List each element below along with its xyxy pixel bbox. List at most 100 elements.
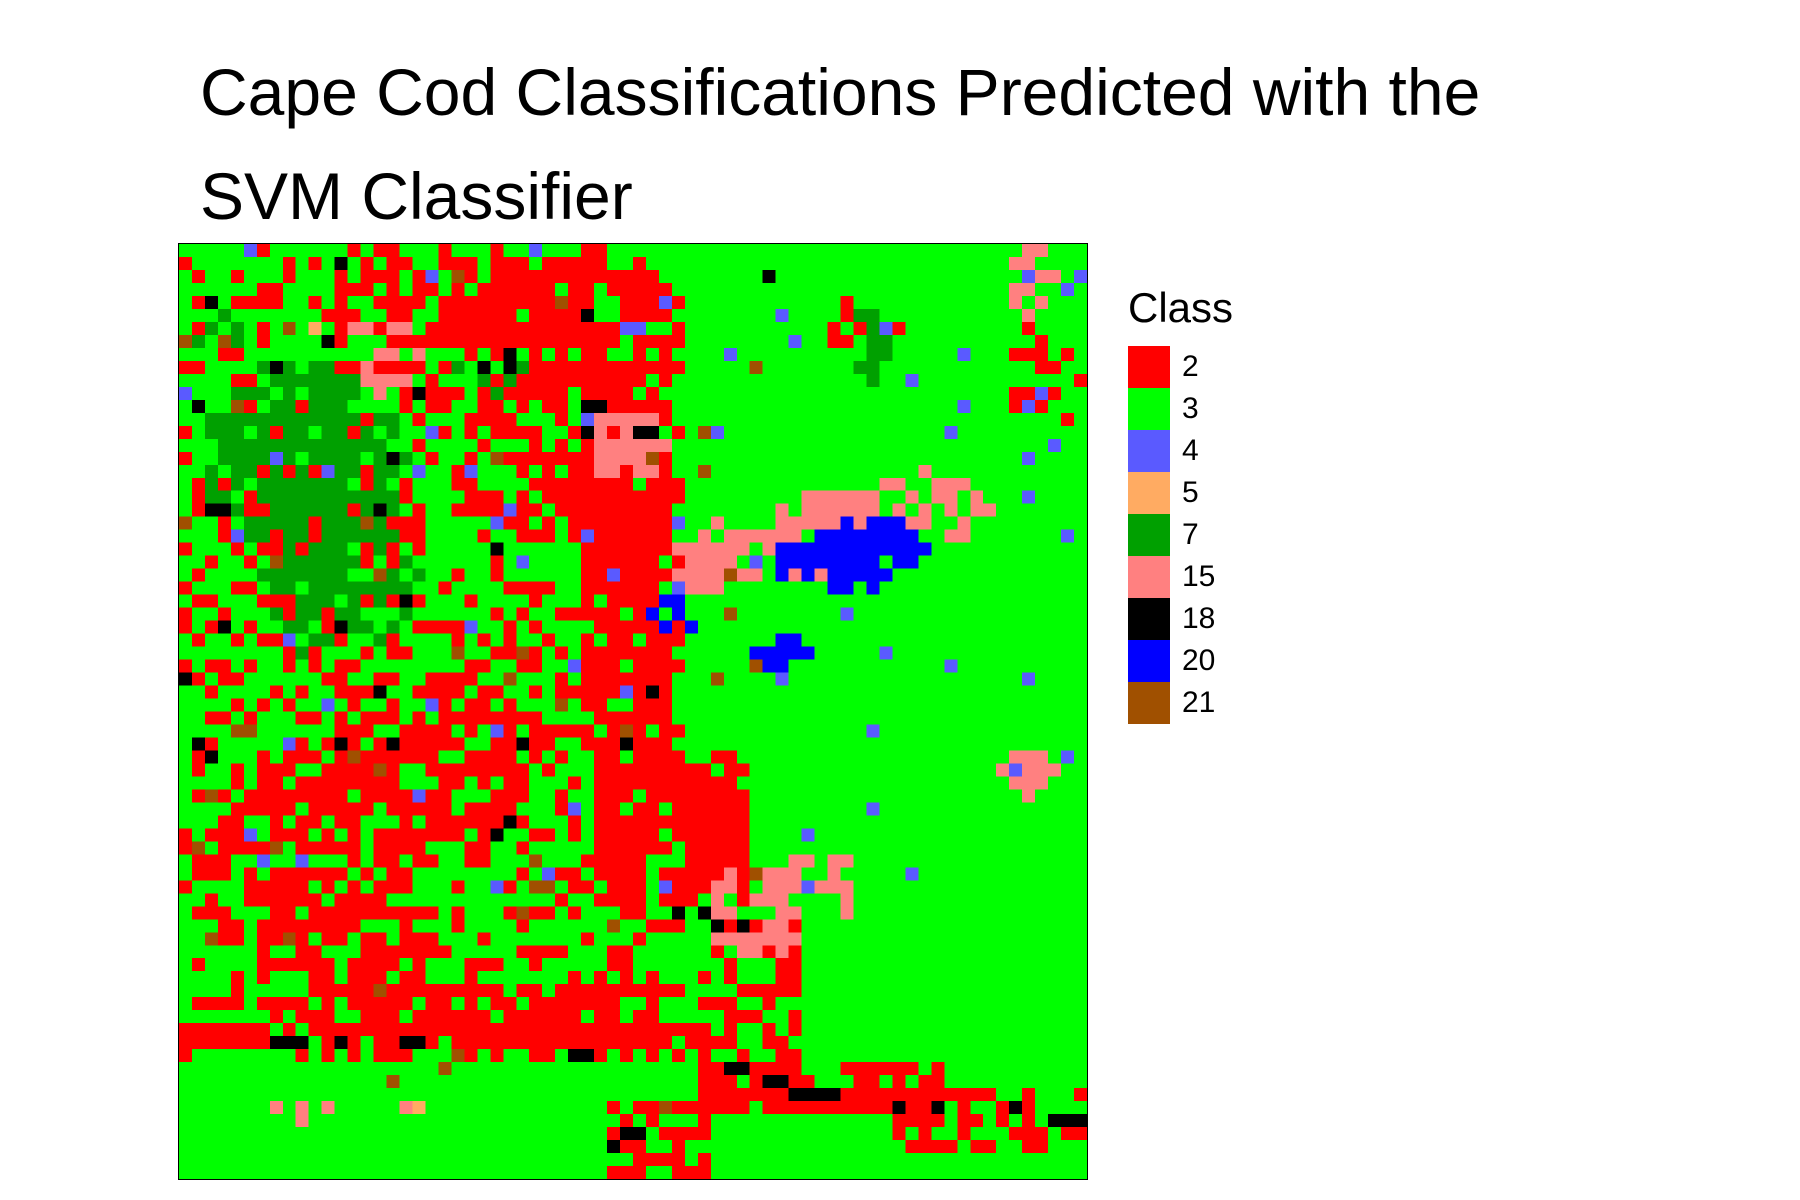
legend-item-18: 18: [1128, 598, 1233, 640]
raster-cell-class-2: [438, 256, 478, 270]
raster-cell-class-2: [230, 984, 244, 998]
raster-cell-class-2: [412, 269, 426, 283]
raster-cell-class-2: [360, 464, 374, 478]
raster-cell-class-2: [217, 347, 244, 361]
raster-cell-class-4: [607, 568, 621, 582]
raster-cell-class-2: [334, 685, 374, 699]
raster-cell-class-2: [620, 1049, 633, 1063]
raster-cell-class-4: [879, 321, 893, 335]
raster-cell-class-15: [905, 490, 919, 504]
raster-cell-class-2: [516, 464, 530, 478]
raster-cell-class-21: [607, 919, 621, 933]
raster-cell-class-2: [360, 477, 374, 491]
raster-cell-class-2: [1074, 1088, 1087, 1102]
raster-cell-class-2: [853, 321, 867, 335]
raster-cell-class-7: [321, 425, 348, 439]
raster-cell-class-2: [217, 815, 244, 829]
raster-cell-class-2: [671, 828, 750, 842]
raster-cell-class-7: [269, 464, 283, 478]
raster-cell-class-2: [412, 282, 439, 296]
legend-swatch-7: [1128, 514, 1170, 556]
raster-cell-class-2: [555, 750, 569, 764]
raster-cell-class-2: [607, 1101, 621, 1115]
raster-cell-class-2: [334, 334, 348, 348]
raster-cell-class-2: [347, 503, 361, 517]
raster-cell-class-21: [620, 724, 633, 738]
raster-cell-class-20: [814, 529, 919, 543]
raster-cell-class-2: [373, 1049, 413, 1063]
raster-cell-class-2: [386, 633, 400, 647]
raster-cell-class-2: [179, 841, 192, 855]
raster-cell-class-7: [412, 568, 426, 582]
raster-cell-class-4: [1009, 763, 1023, 777]
raster-cell-class-2: [347, 244, 361, 257]
raster-cell-class-18: [490, 542, 504, 556]
raster-cell-class-2: [594, 971, 608, 985]
raster-cell-class-2: [412, 542, 426, 556]
raster-cell-class-2: [477, 399, 504, 413]
raster-cell-class-2: [568, 464, 595, 478]
raster-cell-class-2: [464, 802, 517, 816]
raster-cell-class-2: [477, 529, 491, 543]
raster-cell-class-21: [269, 841, 283, 855]
raster-cell-class-2: [645, 919, 685, 933]
raster-cell-class-7: [269, 607, 283, 621]
raster-cell-class-2: [464, 958, 504, 972]
raster-cell-class-15: [970, 490, 984, 504]
raster-cell-class-7: [217, 308, 231, 322]
raster-cell-class-7: [347, 620, 374, 634]
raster-cell-class-2: [464, 841, 491, 855]
raster-cell-class-2: [217, 529, 231, 543]
raster-cell-class-4: [490, 880, 504, 894]
raster-cell-class-2: [671, 321, 685, 335]
raster-cell-class-4: [425, 698, 439, 712]
raster-cell-class-15: [295, 1101, 309, 1115]
raster-cell-class-2: [490, 789, 530, 803]
raster-cell-class-2: [191, 958, 205, 972]
raster-cell-class-2: [477, 386, 491, 400]
raster-cell-class-2: [697, 997, 737, 1011]
raster-cell-class-2: [594, 1049, 608, 1063]
raster-cell-class-15: [853, 516, 867, 530]
raster-cell-class-2: [334, 360, 361, 374]
raster-cell-class-2: [1061, 1127, 1087, 1141]
raster-cell-class-2: [360, 867, 374, 881]
raster-cell-class-15: [710, 516, 724, 530]
raster-cell-class-2: [360, 750, 439, 764]
raster-cell-class-7: [269, 503, 348, 517]
raster-cell-class-2: [620, 464, 633, 478]
raster-cell-class-2: [516, 984, 543, 998]
raster-cell-class-2: [347, 971, 387, 985]
raster-cell-class-2: [438, 360, 452, 374]
raster-cell-class-2: [749, 1062, 802, 1076]
raster-cell-class-4: [568, 802, 582, 816]
raster-cell-class-2: [762, 1023, 776, 1037]
raster-cell-class-2: [477, 438, 491, 452]
raster-cell-class-2: [217, 607, 231, 621]
classification-map: [178, 243, 1088, 1180]
raster-cell-class-18: [788, 1088, 841, 1102]
raster-cell-class-2: [179, 620, 192, 634]
raster-cell-class-2: [736, 1049, 750, 1063]
raster-cell-class-18: [581, 399, 608, 413]
raster-cell-class-2: [334, 659, 361, 673]
raster-cell-class-2: [555, 607, 621, 621]
legend-swatch-3: [1128, 388, 1170, 430]
raster-cell-class-15: [684, 581, 724, 595]
raster-cell-class-2: [581, 555, 659, 569]
raster-cell-class-2: [658, 412, 672, 426]
raster-cell-class-2: [594, 750, 621, 764]
raster-cell-class-2: [334, 633, 348, 647]
raster-cell-class-2: [671, 620, 685, 634]
raster-cell-class-2: [788, 945, 802, 959]
raster-cell-class-2: [399, 386, 413, 400]
raster-cell-class-2: [230, 698, 244, 712]
raster-cell-class-15: [620, 425, 633, 439]
raster-cell-class-21: [373, 984, 387, 998]
raster-cell-class-2: [451, 906, 465, 920]
raster-cell-class-2: [464, 724, 478, 738]
raster-cell-class-2: [321, 620, 335, 634]
raster-cell-class-18: [736, 919, 750, 933]
raster-cell-class-2: [633, 685, 646, 699]
raster-cell-class-2: [853, 1075, 880, 1089]
